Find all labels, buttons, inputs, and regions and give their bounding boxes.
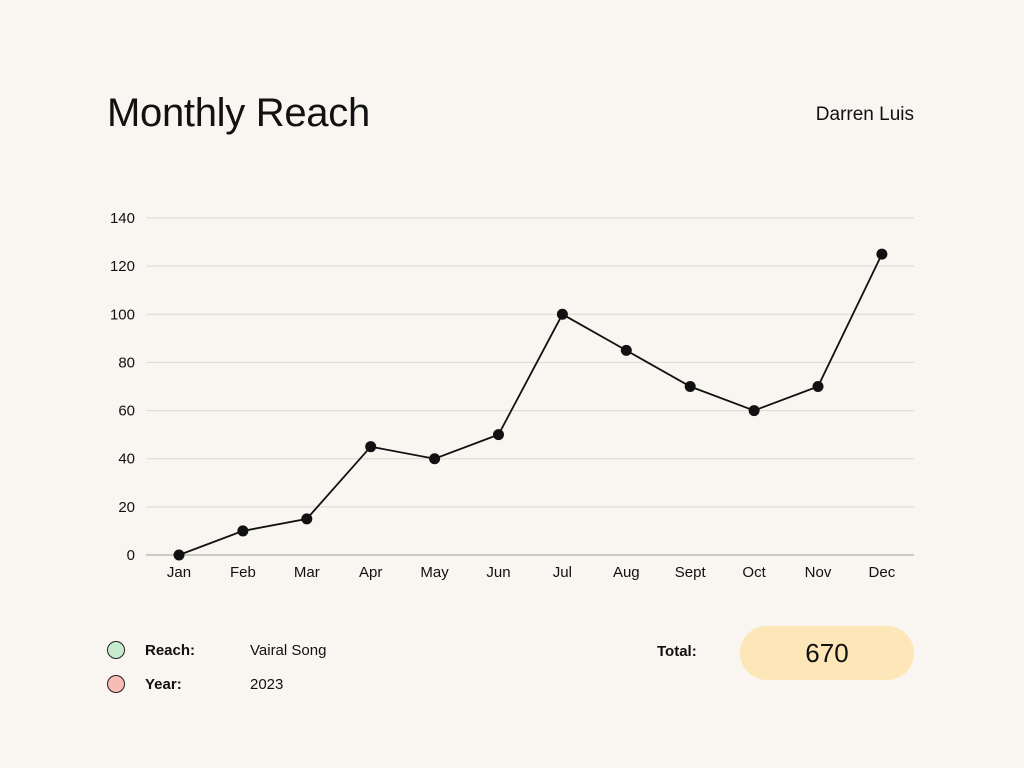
- x-tick-label: Apr: [359, 564, 382, 581]
- red-circle-icon: [107, 675, 125, 693]
- green-circle-icon: [107, 641, 125, 659]
- legend-row-year: Year: 2023: [107, 674, 407, 696]
- data-point: [237, 525, 249, 537]
- x-tick-label: Mar: [294, 564, 320, 581]
- x-axis-ticks: Jan Feb Mar Apr May Jun Jul Aug Sept Oct Nov Dec: [167, 564, 896, 581]
- data-points: [173, 248, 888, 561]
- data-point: [365, 441, 377, 453]
- x-tick-label: May: [420, 564, 449, 581]
- data-point: [493, 429, 504, 441]
- data-point: [812, 381, 824, 392]
- legend-value-year: 2023: [250, 676, 284, 693]
- data-point: [556, 308, 568, 320]
- y-tick-label: 140: [110, 210, 135, 227]
- data-point: [429, 453, 441, 465]
- x-tick-label: Aug: [613, 564, 640, 581]
- legend-key-reach: Reach:: [145, 642, 196, 659]
- data-point: [620, 344, 632, 356]
- x-tick-label: Jun: [486, 564, 510, 581]
- x-tick-label: Dec: [869, 564, 896, 581]
- legend-value-reach: Vairal Song: [250, 642, 327, 659]
- y-tick-label: 60: [118, 403, 135, 420]
- y-tick-label: 100: [110, 306, 135, 323]
- chart-title: Monthly Reach: [107, 91, 370, 135]
- y-tick-label: 20: [118, 499, 135, 516]
- author-name: Darren Luis: [815, 104, 914, 125]
- line-chart: 0 20 40 60 80 100 120 140 Jan Feb Mar Apr May Jun Jul…: [110, 210, 914, 581]
- data-point: [301, 513, 313, 525]
- x-tick-label: Sept: [675, 564, 707, 581]
- y-tick-label: 120: [110, 258, 135, 275]
- total-label: Total:: [657, 643, 697, 660]
- x-tick-label: Nov: [805, 564, 832, 581]
- y-tick-label: 0: [127, 547, 135, 564]
- y-axis-ticks: 0 20 40 60 80 100 120 140: [110, 210, 135, 564]
- x-tick-label: Feb: [230, 564, 256, 581]
- data-point: [876, 248, 888, 260]
- y-tick-label: 80: [118, 354, 135, 371]
- data-point: [173, 549, 185, 561]
- legend-row-reach: Reach: Vairal Song: [107, 640, 407, 662]
- legend-key-year: Year:: [145, 676, 182, 693]
- data-point: [748, 405, 760, 417]
- data-point: [684, 381, 696, 392]
- series-line: [178, 253, 883, 556]
- y-tick-label: 40: [118, 451, 135, 468]
- grid-lines: [146, 217, 914, 556]
- x-tick-label: Jul: [553, 564, 572, 581]
- total-value-badge: 670: [740, 626, 914, 680]
- x-tick-label: Jan: [167, 564, 191, 581]
- x-tick-label: Oct: [742, 564, 766, 581]
